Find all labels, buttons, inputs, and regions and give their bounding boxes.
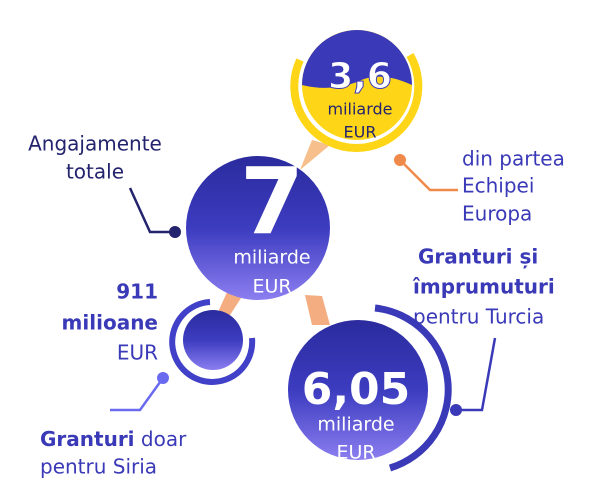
- label: pentru Siria: [40, 455, 157, 479]
- label: din partea: [462, 147, 565, 171]
- label: Echipei: [462, 174, 534, 198]
- bubble-top: [302, 30, 412, 88]
- label: împrumuturi: [412, 275, 555, 299]
- bubble: [186, 156, 330, 300]
- unit: EUR: [252, 276, 291, 298]
- unit: miliarde: [317, 414, 394, 436]
- value: 7: [240, 148, 304, 255]
- bubble: [288, 320, 428, 460]
- value: 3,6: [328, 56, 392, 97]
- dot: [394, 154, 406, 166]
- ring: [290, 53, 423, 152]
- unit: miliarde: [327, 100, 392, 119]
- unit: miliarde: [233, 247, 310, 269]
- unit: EUR: [117, 341, 158, 365]
- label-bold: Granturi: [40, 427, 135, 451]
- value: 6,05: [302, 364, 411, 415]
- label: Europa: [462, 202, 532, 226]
- stream: [305, 295, 330, 325]
- bubble: [183, 310, 243, 370]
- unit: EUR: [336, 442, 375, 464]
- dot: [157, 372, 169, 384]
- unit: EUR: [344, 123, 377, 142]
- dot: [450, 404, 462, 416]
- dot: [169, 226, 181, 238]
- ring: [374, 304, 452, 472]
- label: totale: [66, 160, 124, 184]
- unit: milioane: [62, 311, 158, 335]
- label: pentru Turcia: [413, 305, 544, 329]
- label: Granturi doar: [40, 427, 187, 451]
- stream: [300, 140, 330, 170]
- label: Angajamente: [28, 132, 162, 156]
- label-rest: doar: [141, 427, 187, 451]
- label: Granturi și: [418, 245, 538, 269]
- value: 911: [116, 280, 158, 304]
- ring: [169, 299, 256, 385]
- connectors: [110, 159, 497, 412]
